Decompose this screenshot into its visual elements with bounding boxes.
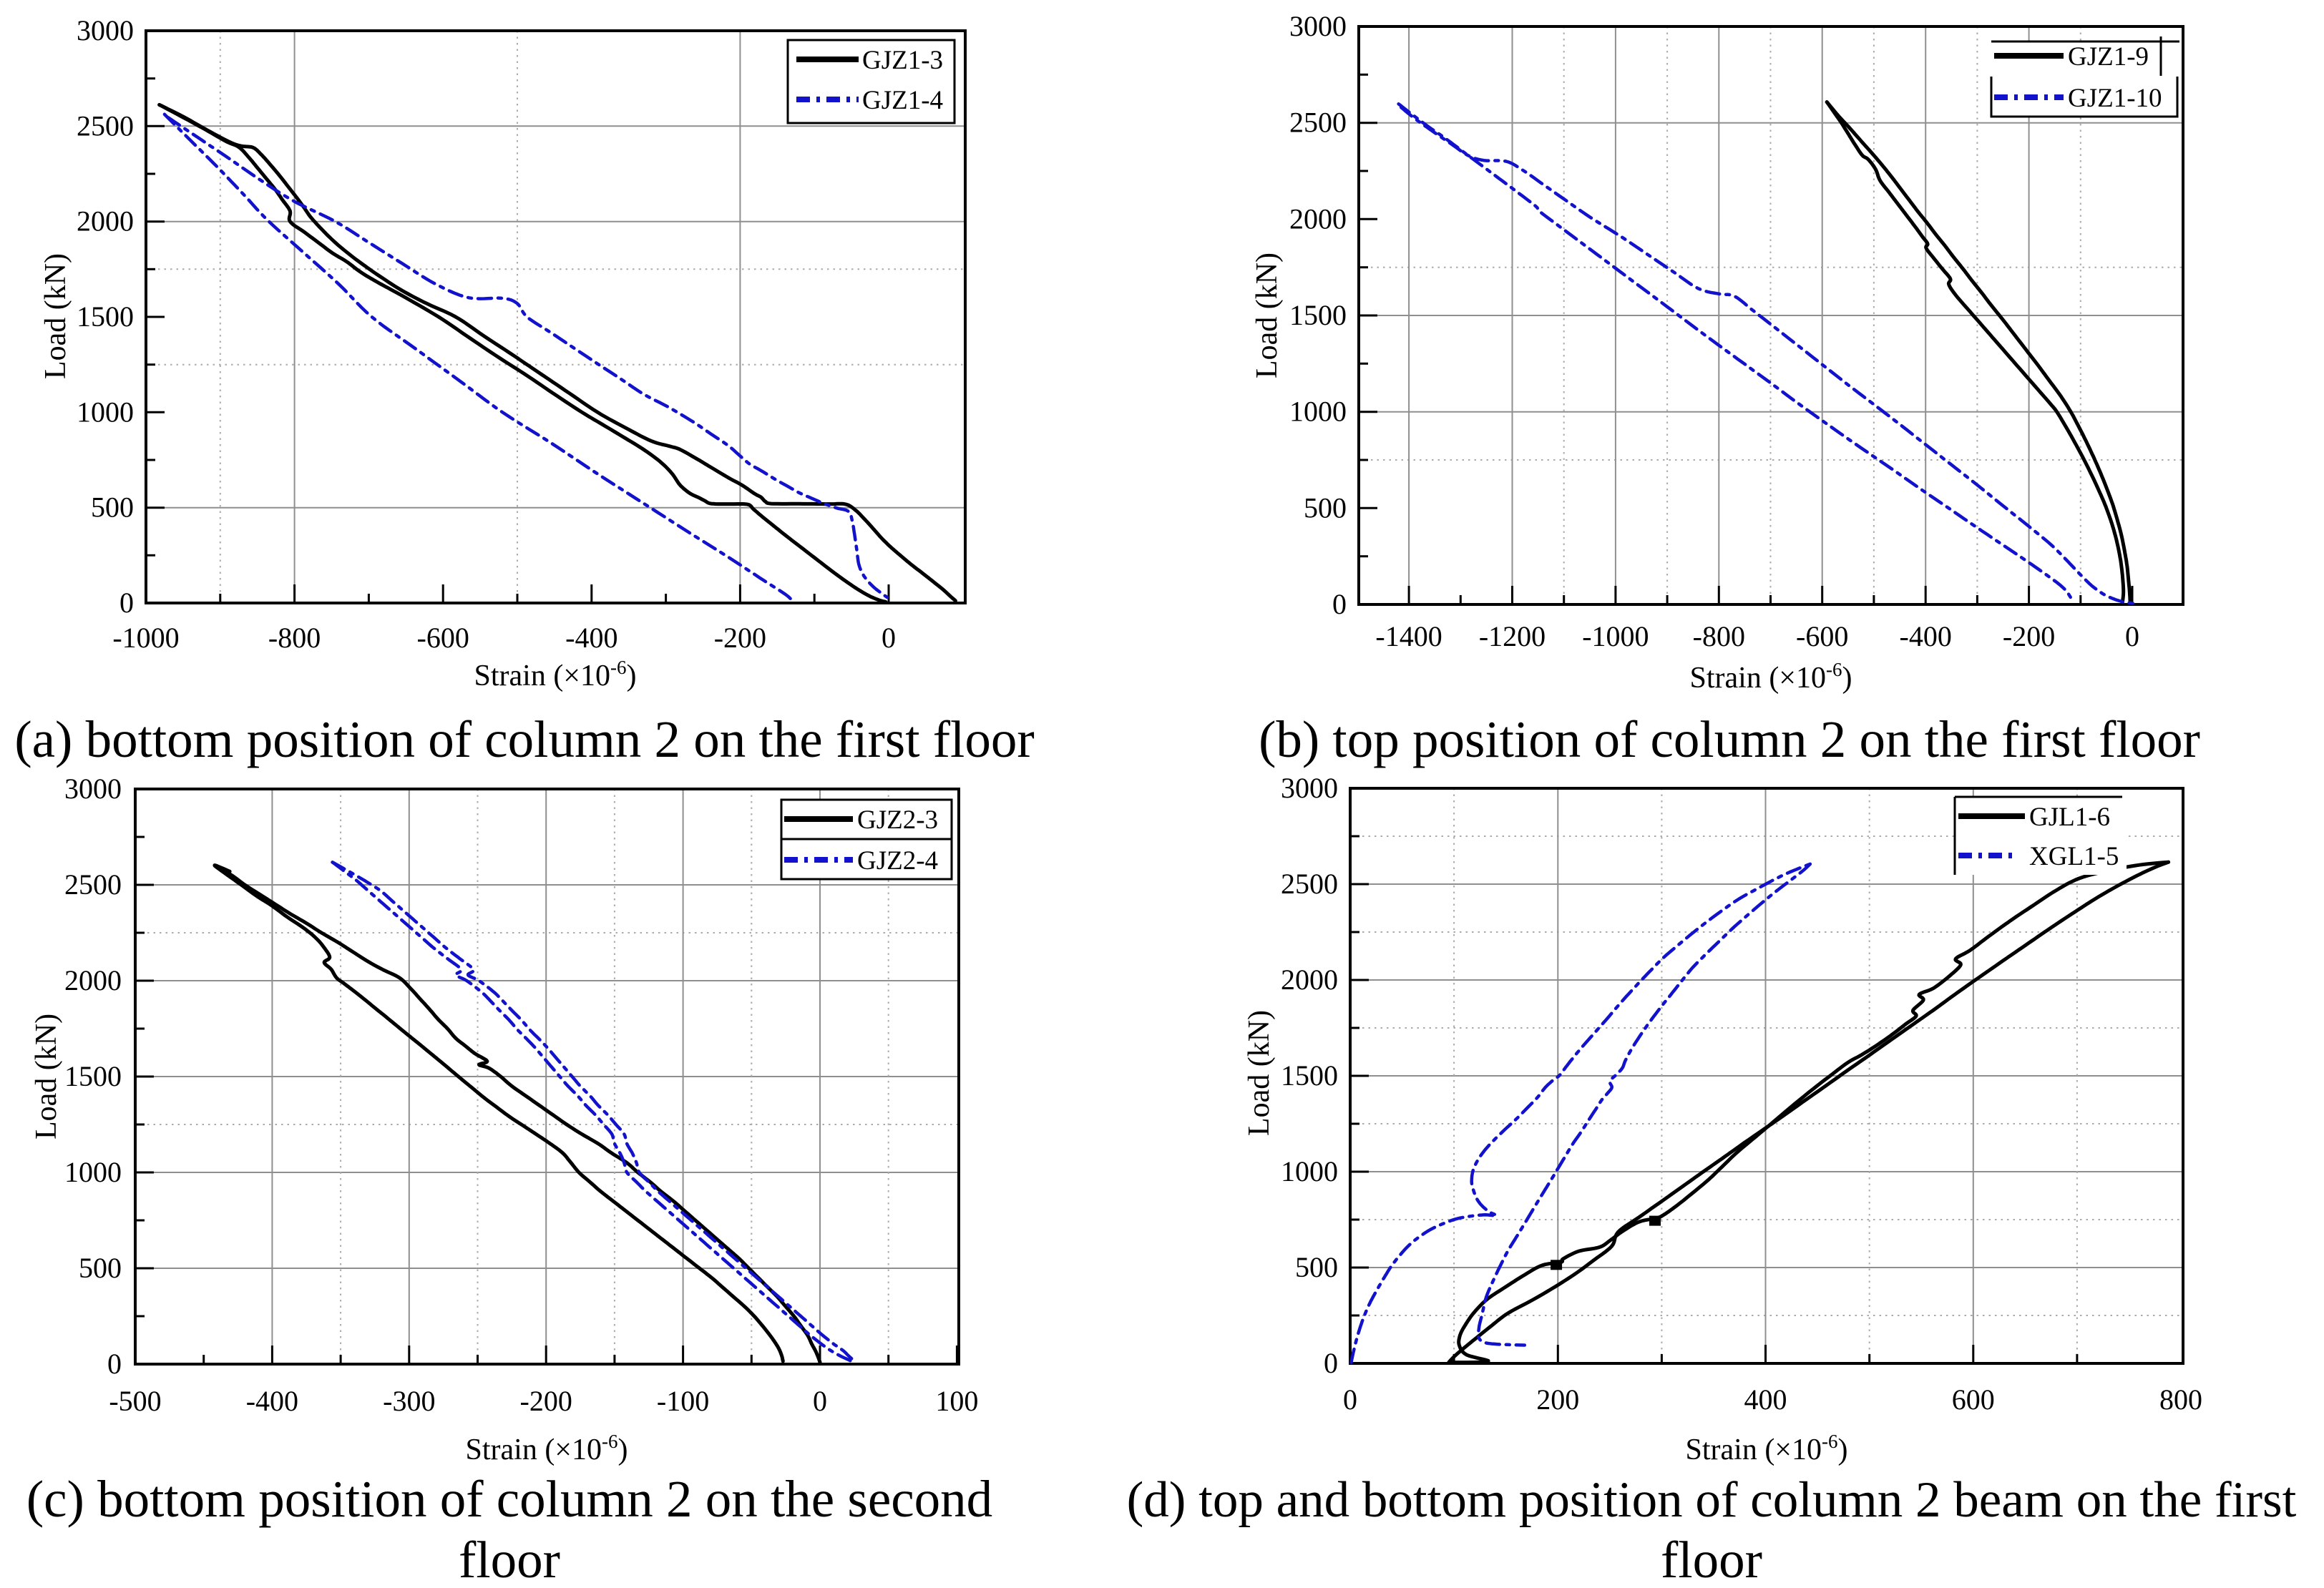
svg-text:-400: -400: [565, 622, 617, 654]
svg-text:2500: 2500: [1281, 868, 1338, 900]
svg-text:1500: 1500: [1289, 299, 1347, 331]
svg-text:3000: 3000: [1289, 10, 1347, 42]
svg-text:1500: 1500: [1281, 1059, 1338, 1092]
svg-text:100: 100: [935, 1385, 978, 1417]
svg-text:500: 500: [1295, 1251, 1338, 1283]
svg-text:Strain (×10-6): Strain (×10-6): [1690, 659, 1852, 695]
svg-text:-300: -300: [383, 1385, 435, 1417]
svg-text:floor: floor: [1661, 1531, 1762, 1584]
svg-text:500: 500: [91, 491, 134, 524]
svg-text:-800: -800: [1693, 620, 1745, 652]
svg-text:Strain (×10-6): Strain (×10-6): [1686, 1431, 1848, 1466]
svg-text:-600: -600: [1796, 620, 1848, 652]
svg-text:GJZ1-4: GJZ1-4: [862, 86, 943, 115]
svg-text:3000: 3000: [1281, 772, 1338, 804]
svg-text:2500: 2500: [1289, 107, 1347, 139]
svg-text:Load (kN): Load (kN): [1243, 1010, 1276, 1136]
svg-text:-1000: -1000: [1582, 620, 1649, 652]
svg-text:GJZ2-4: GJZ2-4: [857, 846, 938, 876]
svg-text:-200: -200: [520, 1385, 572, 1417]
svg-text:(b) top position of column 2 o: (b) top position of column 2 on the firs…: [1259, 710, 2200, 768]
svg-text:500: 500: [79, 1252, 122, 1284]
svg-text:GJZ1-3: GJZ1-3: [862, 46, 943, 75]
svg-text:3000: 3000: [77, 14, 134, 46]
svg-text:0: 0: [882, 622, 896, 654]
svg-text:-100: -100: [657, 1385, 709, 1417]
svg-text:-1000: -1000: [112, 622, 179, 654]
svg-text:0: 0: [1332, 588, 1347, 620]
svg-text:-200: -200: [2003, 620, 2055, 652]
svg-text:0: 0: [1324, 1347, 1338, 1379]
svg-text:1500: 1500: [64, 1060, 122, 1092]
svg-text:1500: 1500: [77, 300, 134, 333]
svg-text:GJL1-6: GJL1-6: [2029, 803, 2110, 832]
svg-text:2000: 2000: [1289, 202, 1347, 235]
svg-text:2000: 2000: [1281, 964, 1338, 996]
svg-text:Strain (×10-6): Strain (×10-6): [466, 1431, 628, 1466]
svg-text:-500: -500: [109, 1385, 161, 1417]
svg-text:0: 0: [1343, 1383, 1357, 1416]
svg-text:0: 0: [813, 1385, 827, 1417]
svg-text:Load (kN): Load (kN): [39, 253, 72, 379]
svg-text:2500: 2500: [64, 868, 122, 901]
svg-text:-600: -600: [417, 622, 469, 654]
svg-text:400: 400: [1744, 1383, 1787, 1416]
svg-text:0: 0: [2125, 620, 2139, 652]
svg-text:-1200: -1200: [1479, 620, 1546, 652]
svg-text:XGL1-5: XGL1-5: [2029, 842, 2119, 871]
svg-text:GJZ1-10: GJZ1-10: [2068, 84, 2162, 113]
svg-text:0: 0: [107, 1348, 122, 1380]
svg-text:2000: 2000: [77, 205, 134, 237]
svg-text:1000: 1000: [64, 1156, 122, 1188]
svg-text:-400: -400: [246, 1385, 298, 1417]
svg-text:GJZ2-3: GJZ2-3: [857, 805, 938, 835]
svg-text:0: 0: [119, 587, 134, 619]
svg-text:Load (kN): Load (kN): [1251, 253, 1284, 378]
svg-text:GJZ1-9: GJZ1-9: [2068, 42, 2149, 72]
svg-text:(d) top and bottom position of: (d) top and bottom position of column 2 …: [1127, 1472, 2297, 1528]
svg-text:-200: -200: [714, 622, 766, 654]
svg-text:(a) bottom position of column: (a) bottom position of column 2 on the f…: [14, 710, 1034, 768]
svg-text:-400: -400: [1900, 620, 1952, 652]
svg-text:-1400: -1400: [1375, 620, 1442, 652]
svg-text:Load (kN): Load (kN): [30, 1014, 63, 1139]
svg-text:600: 600: [1952, 1383, 1995, 1416]
svg-text:3000: 3000: [64, 773, 122, 805]
svg-text:Strain (×10-6): Strain (×10-6): [474, 657, 637, 692]
svg-text:1000: 1000: [77, 396, 134, 428]
svg-text:200: 200: [1536, 1383, 1579, 1416]
svg-text:800: 800: [2159, 1383, 2202, 1416]
svg-text:1000: 1000: [1281, 1155, 1338, 1187]
svg-text:floor: floor: [459, 1531, 560, 1584]
svg-text:2000: 2000: [64, 964, 122, 996]
svg-text:500: 500: [1304, 491, 1347, 524]
svg-text:2500: 2500: [77, 109, 134, 142]
svg-text:-800: -800: [268, 622, 321, 654]
svg-text:(c) bottom position of column: (c) bottom position of column 2 on the s…: [26, 1470, 992, 1528]
svg-text:1000: 1000: [1289, 396, 1347, 428]
